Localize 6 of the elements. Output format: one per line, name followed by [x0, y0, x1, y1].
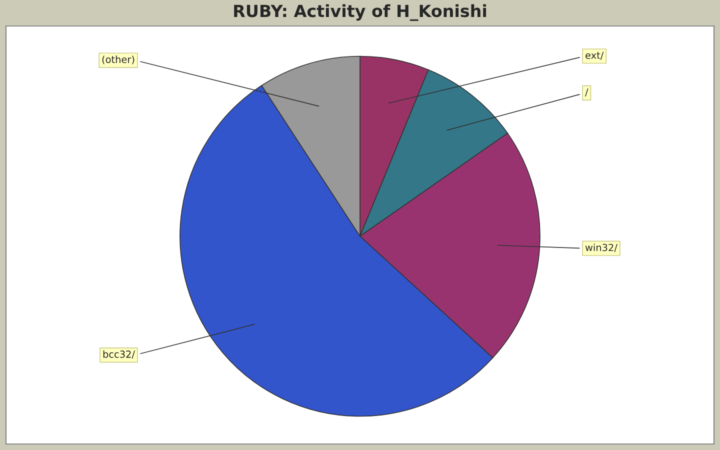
slice-label: ext/ — [586, 52, 604, 60]
slice-label: bcc32/ — [103, 350, 135, 359]
slice-label: (other) — [102, 56, 134, 64]
slice-label: win32/ — [585, 244, 618, 252]
slice-label: / — [585, 88, 588, 97]
chart-title: RUBY: Activity of H_Konishi — [234, 4, 486, 21]
